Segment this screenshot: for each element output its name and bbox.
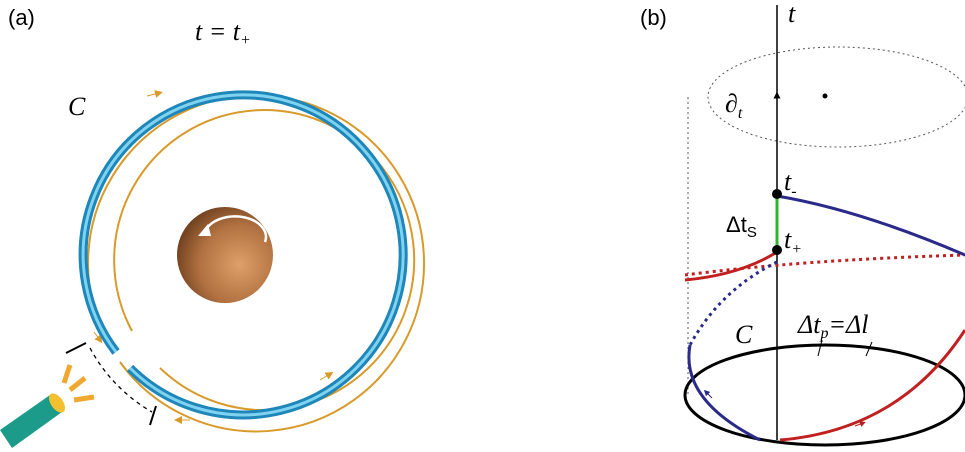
red-dotted	[684, 253, 965, 277]
rotating-body	[177, 207, 273, 303]
delay-label: ΔtS	[726, 212, 757, 241]
panel-label: (a)	[8, 5, 35, 30]
point-label: t+	[784, 225, 802, 258]
arrow	[703, 389, 713, 399]
tick	[865, 341, 873, 357]
rotation-head	[198, 224, 211, 236]
blue-path	[687, 344, 761, 442]
curve-label: C	[68, 92, 86, 121]
gap-mark	[65, 342, 87, 354]
arrow	[93, 331, 103, 344]
panel-b: (b) t ∂t t- t+ ΔtS C Δtp=Δl	[640, 0, 965, 447]
title: t = t+	[195, 17, 251, 49]
tick	[817, 339, 823, 357]
panel-label: (b)	[640, 5, 667, 30]
loop-c	[683, 343, 965, 447]
curve-label: C	[735, 320, 753, 349]
gap-mark	[149, 405, 157, 426]
proper-label: Δtp=Δl	[797, 310, 869, 342]
red-path	[779, 329, 965, 442]
panel-a: (a) t = t+ C	[0, 5, 425, 448]
arrow	[146, 90, 163, 98]
rotation-arrow	[203, 215, 268, 243]
dot	[822, 93, 828, 99]
axis-label: t	[788, 0, 796, 28]
blue-path	[776, 194, 965, 257]
outer-ray	[87, 94, 425, 433]
arrow	[854, 421, 866, 427]
point	[772, 245, 782, 255]
killing-label: ∂t	[725, 89, 743, 122]
point-label: t-	[784, 167, 797, 200]
blue-dotted	[688, 260, 778, 346]
point	[772, 189, 782, 199]
arrow	[319, 371, 334, 381]
flashlight	[0, 364, 95, 448]
ring-highlight	[81, 93, 405, 417]
top-ellipse	[707, 46, 965, 148]
gap	[89, 347, 153, 413]
